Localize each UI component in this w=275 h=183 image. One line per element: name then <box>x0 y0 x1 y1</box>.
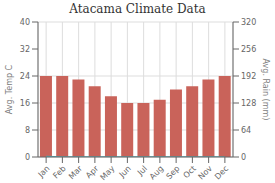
svg-text:Jun: Jun <box>117 164 133 180</box>
svg-text:24: 24 <box>20 72 30 81</box>
svg-text:Jan: Jan <box>36 164 52 180</box>
svg-text:Nov: Nov <box>197 164 215 182</box>
svg-text:Mar: Mar <box>67 164 85 182</box>
svg-text:8: 8 <box>25 126 30 135</box>
svg-text:32: 32 <box>20 45 30 54</box>
svg-text:May: May <box>98 164 116 182</box>
svg-text:256: 256 <box>241 45 256 54</box>
svg-text:Avg. Temp C: Avg. Temp C <box>8 64 14 114</box>
svg-text:0: 0 <box>241 153 246 162</box>
svg-text:192: 192 <box>241 72 256 81</box>
svg-text:Feb: Feb <box>51 164 67 180</box>
svg-text:Sep: Sep <box>165 164 182 181</box>
html-text:Atacama Climate Data: Atacama Climate Data <box>69 2 206 16</box>
svg-text:0: 0 <box>25 153 30 162</box>
svg-text:128: 128 <box>241 99 256 108</box>
svg-text:320: 320 <box>241 18 256 27</box>
svg-text:64: 64 <box>241 126 251 135</box>
svg-text:Apr: Apr <box>84 164 101 181</box>
svg-text:Avg. Rain (mm): Avg. Rain (mm) <box>261 59 267 121</box>
svg-text:Jul: Jul <box>135 164 149 178</box>
svg-text:16: 16 <box>20 99 30 108</box>
svg-text:Oct: Oct <box>182 164 198 180</box>
svg-text:40: 40 <box>20 18 30 27</box>
svg-text:Dec: Dec <box>213 164 230 181</box>
svg-text:Aug: Aug <box>148 164 165 181</box>
